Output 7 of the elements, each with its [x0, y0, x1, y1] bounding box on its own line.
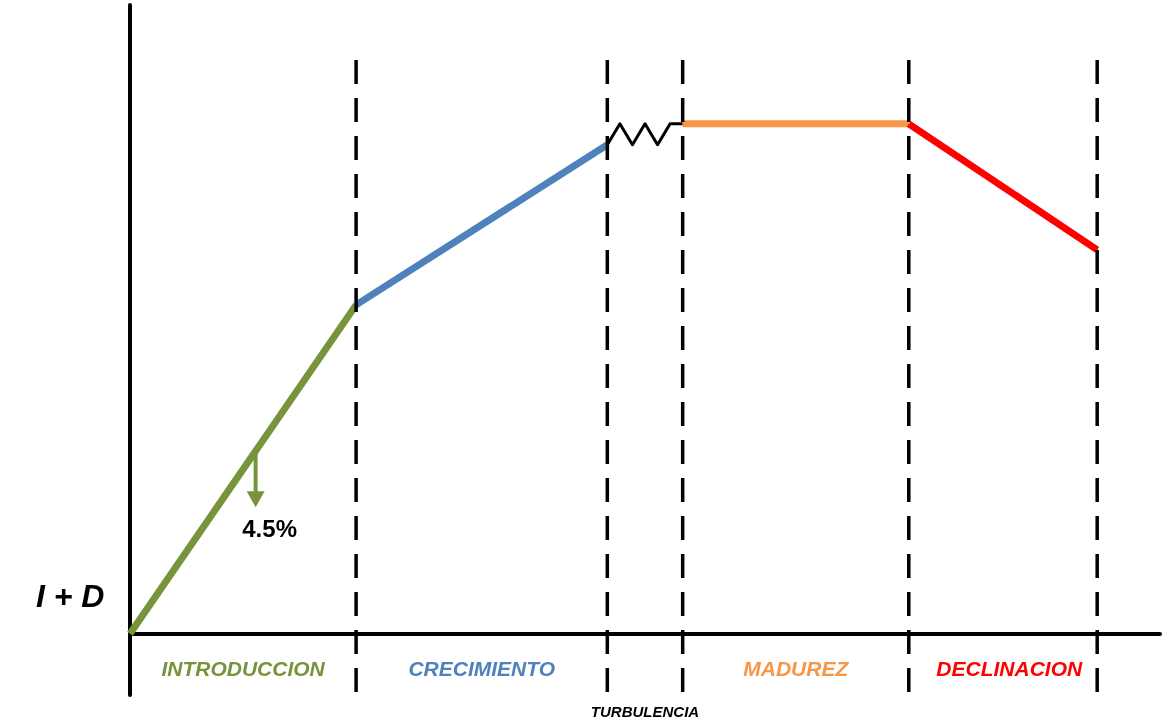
y-axis-title: I + D [36, 578, 105, 614]
text: DECLINACION [936, 657, 1084, 681]
text: CRECIMIENTO [408, 657, 556, 681]
text: TURBULENCIA [590, 703, 700, 721]
annotation: 4.5% [242, 514, 297, 542]
text: MADUREZ [743, 657, 850, 681]
series-label: INTRODUCCION [161, 657, 326, 681]
